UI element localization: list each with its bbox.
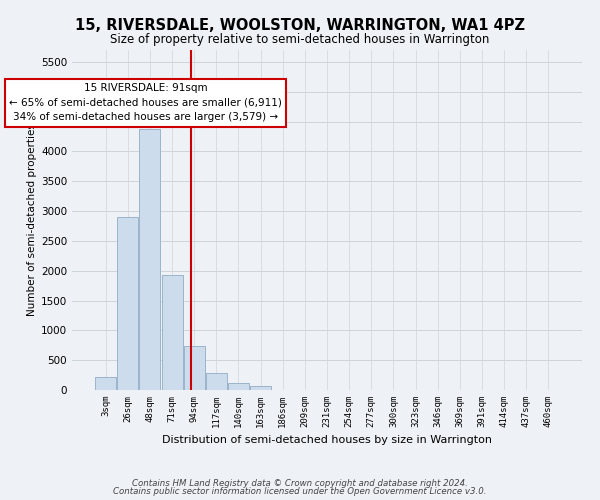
Bar (184, 346, 205, 390)
Bar (161, 275, 182, 390)
Text: Contains public sector information licensed under the Open Government Licence v3: Contains public sector information licen… (113, 487, 487, 496)
Bar (228, 383, 249, 390)
Bar (206, 374, 227, 390)
Text: Contains HM Land Registry data © Crown copyright and database right 2024.: Contains HM Land Registry data © Crown c… (132, 478, 468, 488)
Text: 15, RIVERSDALE, WOOLSTON, WARRINGTON, WA1 4PZ: 15, RIVERSDALE, WOOLSTON, WARRINGTON, WA… (75, 18, 525, 32)
Bar (139, 128, 160, 390)
Text: 15 RIVERSDALE: 91sqm
← 65% of semi-detached houses are smaller (6,911)
34% of se: 15 RIVERSDALE: 91sqm ← 65% of semi-detac… (9, 83, 282, 122)
Text: Size of property relative to semi-detached houses in Warrington: Size of property relative to semi-detach… (110, 32, 490, 46)
Y-axis label: Number of semi-detached properties: Number of semi-detached properties (27, 124, 37, 316)
X-axis label: Distribution of semi-detached houses by size in Warrington: Distribution of semi-detached houses by … (162, 436, 492, 446)
Bar (95, 377, 116, 390)
Bar (250, 386, 271, 390)
Bar (118, 217, 139, 390)
